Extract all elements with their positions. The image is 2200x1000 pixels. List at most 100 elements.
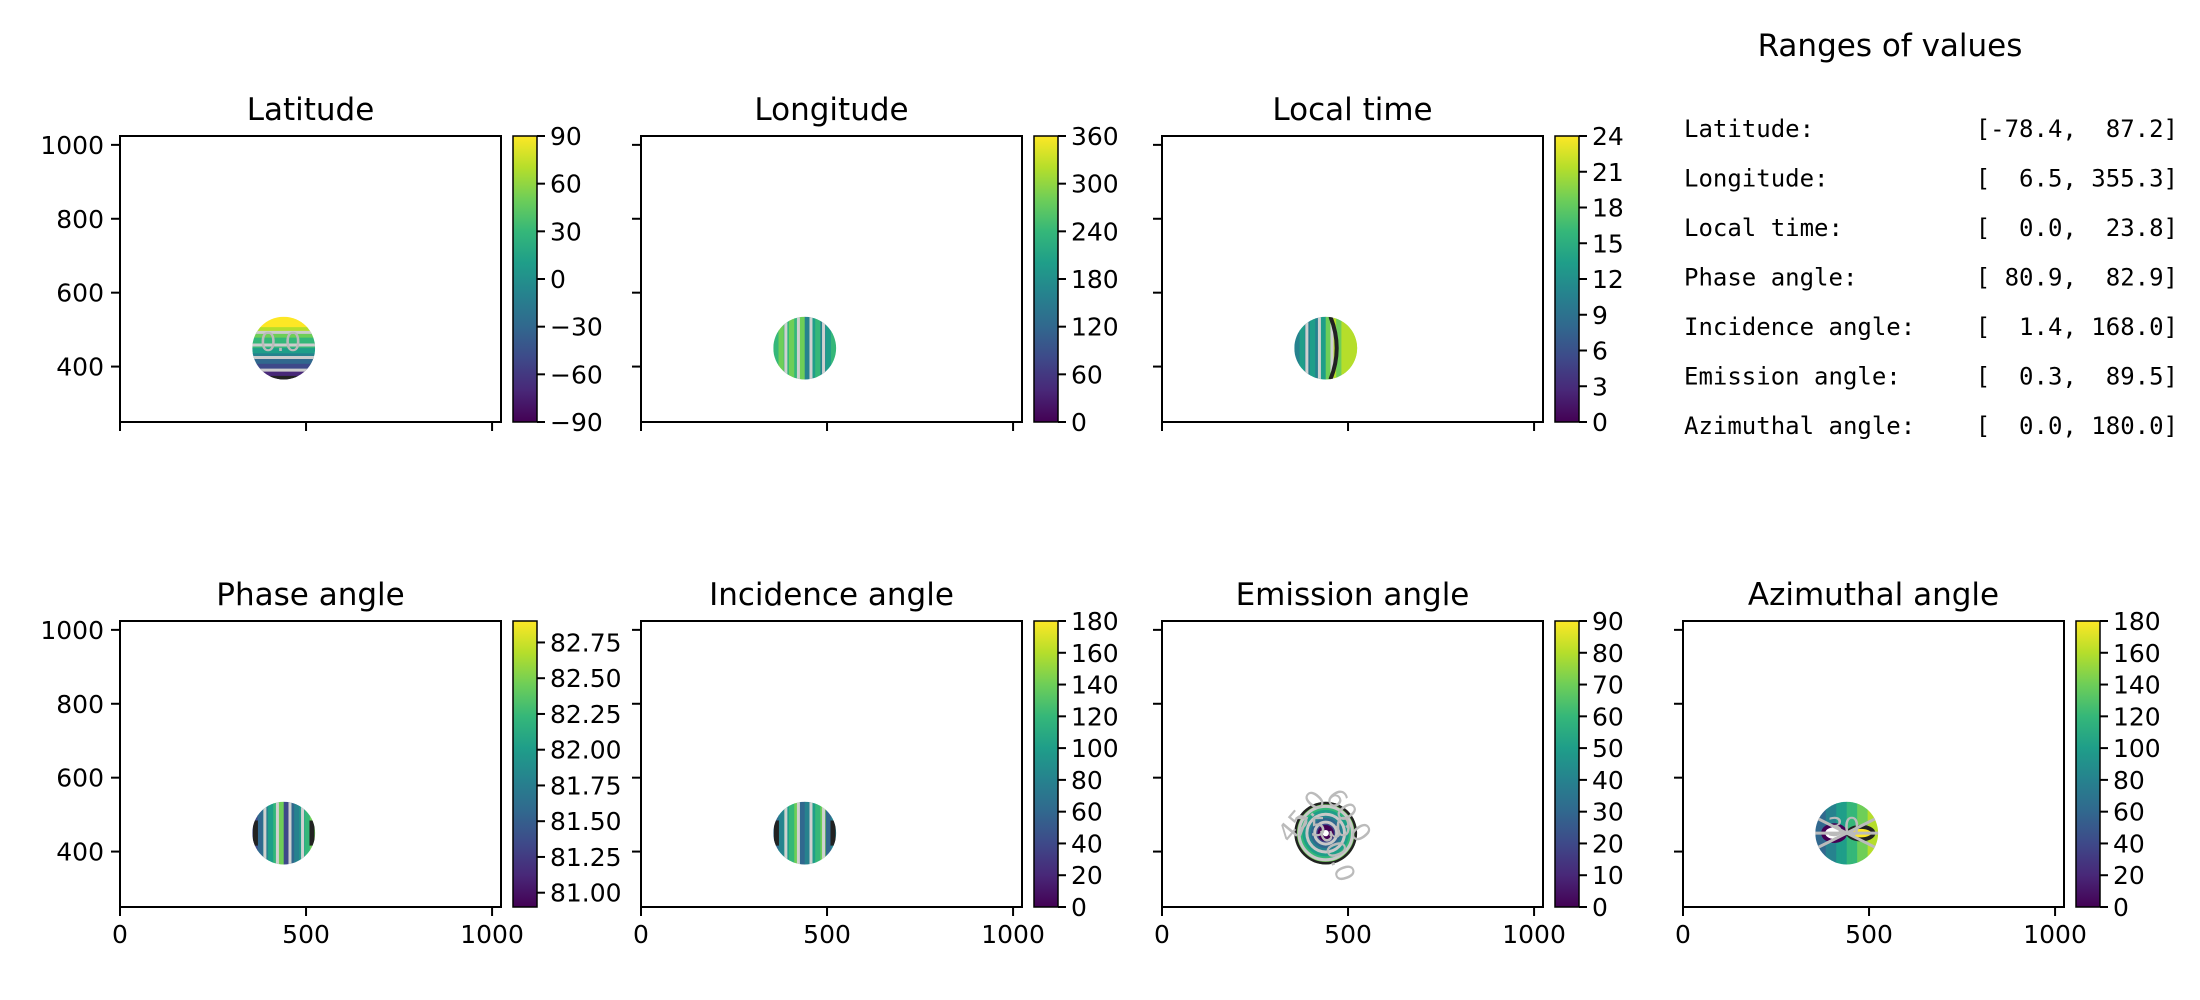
subplot-title: Incidence angle: [709, 577, 954, 613]
subplot-title: Azimuthal angle: [1748, 577, 1999, 613]
disk-band: [283, 801, 290, 865]
colorbar-tick-label: 18: [1592, 194, 1624, 223]
colorbar-tick-label: 180: [1071, 607, 1119, 636]
colorbar-tick-label: 40: [1071, 829, 1103, 858]
contour-label: 0.0: [260, 328, 301, 358]
range-value: [ 80.9, 82.9]: [1976, 264, 2178, 292]
contour-label: 75.0: [1294, 813, 1352, 843]
range-value: [ 0.3, 89.5]: [1976, 363, 2178, 391]
colorbar-tick-label: 40: [2113, 829, 2145, 858]
disk-band: [257, 801, 264, 865]
x-tick-label: 500: [1324, 920, 1372, 949]
colorbar-tick-label: 82.25: [550, 700, 622, 729]
y-tick-label: 1000: [40, 131, 104, 160]
colorbar-tick-label: 82.50: [550, 664, 622, 693]
range-label: Incidence angle:: [1684, 313, 1915, 341]
disk-band: [809, 316, 816, 380]
colorbar-tick-label: 140: [1071, 671, 1119, 700]
disk-image: [1294, 801, 1358, 865]
disk-band: [252, 363, 316, 370]
colorbar-tick-label: 12: [1592, 265, 1624, 294]
y-tick-label: 600: [56, 279, 104, 308]
colorbar-tick-label: 0: [1071, 893, 1087, 922]
disk-image: [252, 801, 316, 865]
colorbar-gradient: [1554, 620, 1580, 908]
disk-band: [1299, 316, 1306, 380]
colorbar-tick-label: 15: [1592, 229, 1624, 258]
disk-band: [252, 327, 316, 333]
range-label: Azimuthal angle:: [1684, 412, 1915, 440]
disk-band: [294, 801, 300, 865]
colorbar-tick-label: 40: [1592, 766, 1624, 795]
colorbar-gradient: [2075, 620, 2101, 908]
colorbar-tick-label: 80: [1592, 639, 1624, 668]
disk-band: [252, 337, 316, 344]
x-tick-label: 0: [112, 920, 128, 949]
disk-band: [1325, 316, 1332, 380]
disk-band: [252, 358, 316, 365]
colorbar: 0 60 120 180 240 300 360: [1033, 122, 1119, 437]
contour-line: [1815, 816, 1879, 851]
disk-band: [799, 801, 806, 865]
ranges-of-values-panel: Ranges of values Latitude: [-78.4, 87.2] L…: [1684, 28, 2178, 440]
colorbar-tick-label: 120: [1071, 313, 1119, 342]
colorbar-tick-label: 80: [2113, 766, 2145, 795]
colorbar-tick-label: 50: [1592, 734, 1624, 763]
colorbar-gradient: [512, 620, 538, 908]
colorbar-tick-label: 0: [1592, 893, 1608, 922]
subplots: Latitude0.04006008001000−90−60−300306090…: [40, 92, 2160, 949]
colorbar-gradient: [1033, 620, 1059, 908]
subplot-latitude: Latitude 0.0 400 600 800 1000 −90 −60 −30 0 30 60 90: [40, 92, 602, 437]
colorbar-tick-label: 160: [1071, 639, 1119, 668]
x-tick-label: 0: [633, 920, 649, 949]
disk-band: [804, 801, 811, 865]
disk-band: [1336, 316, 1342, 380]
colorbar-gradient: [1554, 135, 1580, 423]
x-tick-label: 0: [1154, 920, 1170, 949]
colorbar-tick-label: 20: [1592, 829, 1624, 858]
range-label: Longitude:: [1684, 165, 1829, 193]
axes-frame: [1161, 135, 1544, 423]
contour-line: [1328, 316, 1339, 380]
colorbar-tick-label: 82.00: [550, 736, 622, 765]
disk-band: [778, 801, 785, 865]
colorbar-tick-label: 20: [2113, 861, 2145, 890]
y-tick-label: 400: [56, 353, 104, 382]
disk-band: [278, 801, 285, 865]
disk-band: [825, 801, 832, 865]
colorbar-tick-label: 81.25: [550, 843, 622, 872]
ranges-title: Ranges of values: [1758, 28, 2023, 64]
colorbar-tick-label: 300: [1071, 170, 1119, 199]
disk-image: [773, 316, 837, 380]
colorbar-tick-label: −30: [550, 313, 603, 342]
colorbar-tick-label: 120: [1071, 702, 1119, 731]
colorbar-tick-label: 10: [1592, 861, 1624, 890]
colorbar-tick-label: −60: [550, 360, 603, 389]
contour-line: [1305, 812, 1347, 854]
colorbar-tick-label: 9: [1592, 301, 1608, 330]
disk-band: [252, 321, 316, 328]
disk-band: [815, 801, 821, 865]
contour-line: [1313, 820, 1339, 846]
colorbar-tick-label: 60: [2113, 798, 2145, 827]
colorbar-tick-label: 0: [1592, 408, 1608, 437]
y-tick-label: 800: [56, 690, 104, 719]
subplot-title: Emission angle: [1236, 577, 1470, 613]
colorbar-tick-label: 240: [1071, 217, 1119, 246]
contour-line: [1317, 824, 1334, 842]
disk-band: [804, 316, 811, 380]
x-tick-label: 1000: [1502, 920, 1566, 949]
disk-band: [809, 801, 816, 865]
colorbar-gradient: [1033, 135, 1059, 423]
colorbar-tick-label: 3: [1592, 372, 1608, 401]
disk-band: [1310, 316, 1316, 380]
disk-band: [773, 316, 780, 380]
range-value: [ 0.0, 180.0]: [1976, 412, 2178, 440]
axes-frame: [119, 135, 502, 423]
